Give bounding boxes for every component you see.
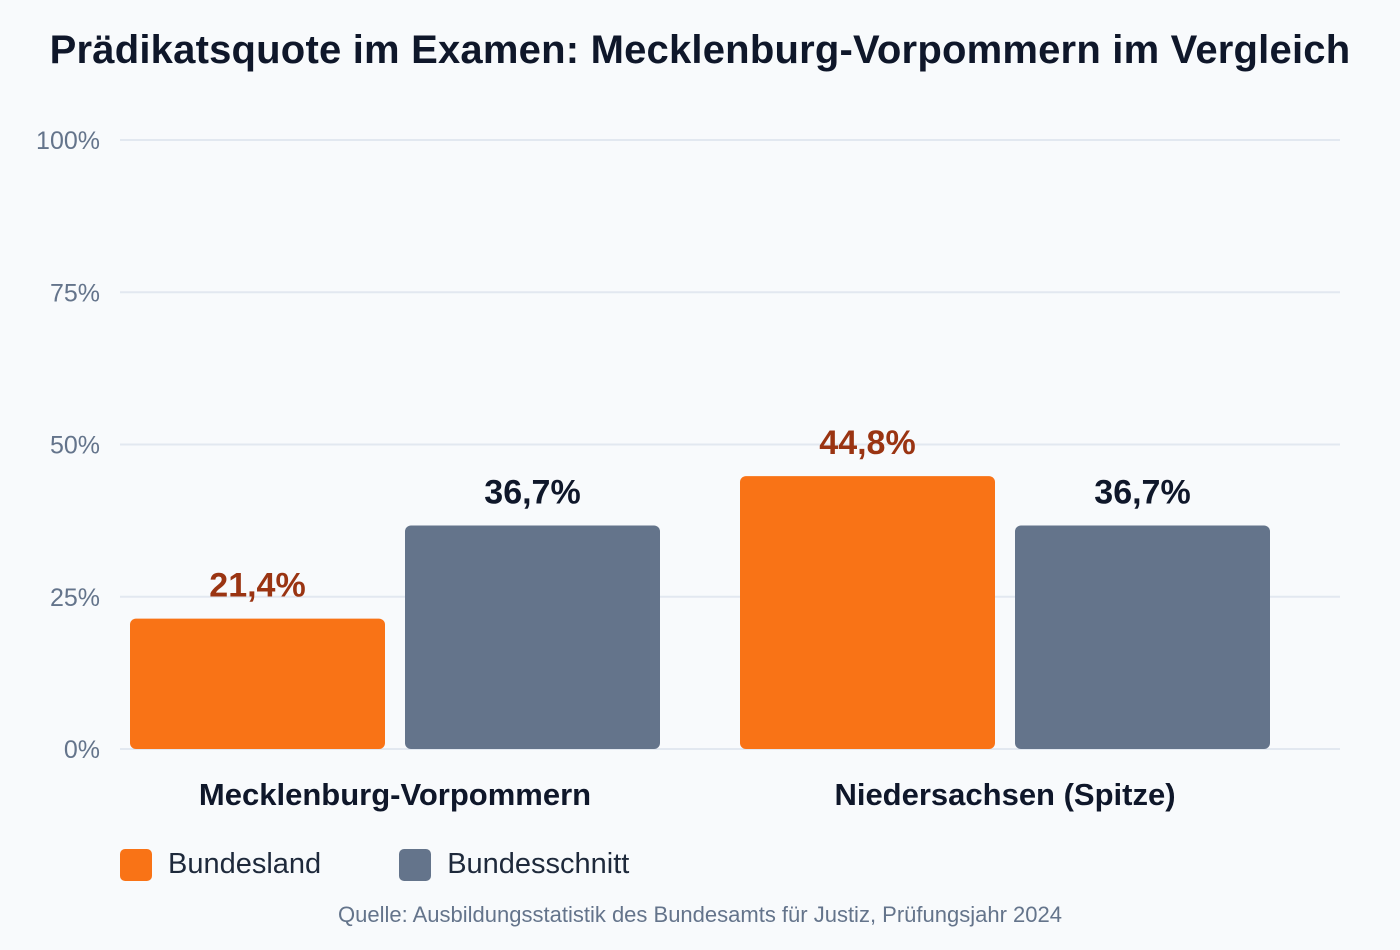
legend-item-bundesland: Bundesland bbox=[120, 848, 321, 881]
bar-bundesschnitt bbox=[1015, 525, 1270, 749]
x-category-label: Mecklenburg-Vorpommern bbox=[199, 777, 591, 812]
bar-bundesland bbox=[740, 476, 995, 749]
data-labels: 21,4% 36,7% 44,8% 36,7% bbox=[209, 424, 1190, 605]
y-tick-label: 100% bbox=[36, 127, 100, 155]
legend-label-bundesland: Bundesland bbox=[168, 848, 322, 880]
y-axis-ticks: 0% 25% 50% 75% 100% bbox=[36, 127, 100, 764]
bar-value-label: 36,7% bbox=[484, 473, 580, 511]
bar-value-label: 44,8% bbox=[819, 424, 915, 462]
y-tick-label: 0% bbox=[64, 736, 100, 764]
bar-value-label: 36,7% bbox=[1094, 473, 1190, 511]
x-category-label: Niedersachsen (Spitze) bbox=[834, 777, 1175, 812]
legend-item-bundesschnitt: Bundesschnitt bbox=[399, 848, 629, 881]
source-note: Quelle: Ausbildungsstatistik des Bundesa… bbox=[338, 902, 1062, 927]
x-axis-categories: Mecklenburg-Vorpommern Niedersachsen (Spi… bbox=[199, 777, 1176, 812]
bar-bundesschnitt bbox=[405, 525, 660, 749]
chart-title: Prädikatsquote im Examen: Mecklenburg-Vo… bbox=[49, 28, 1351, 72]
y-tick-label: 25% bbox=[50, 584, 100, 612]
legend-swatch-bundesschnitt bbox=[399, 848, 432, 881]
bar-chart: 0% 25% 50% 75% 100% 21,4% 36,7% 44,8% 36,7% Mec… bbox=[36, 127, 1340, 812]
bars bbox=[130, 476, 1270, 749]
y-tick-label: 50% bbox=[50, 432, 100, 460]
bar-bundesland bbox=[130, 618, 385, 749]
legend-swatch-bundesland bbox=[120, 848, 152, 881]
bar-value-label: 21,4% bbox=[209, 567, 305, 605]
y-tick-label: 75% bbox=[50, 279, 100, 307]
legend-label-bundesschnitt: Bundesschnitt bbox=[447, 848, 630, 880]
legend: Bundesland Bundesschnitt bbox=[120, 848, 707, 881]
